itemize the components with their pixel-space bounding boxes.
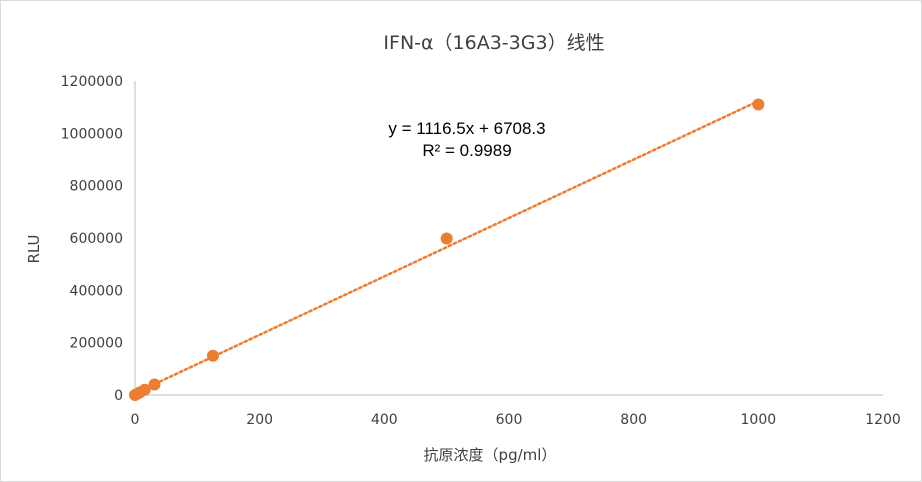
trendline-r-squared: R² = 0.9989 — [422, 141, 511, 160]
x-tick-label: 600 — [496, 412, 523, 428]
trendline-equation: y = 1116.5x + 6708.3 — [388, 119, 545, 138]
y-tick-label: 0 — [114, 388, 123, 404]
x-tick-label: 800 — [620, 412, 647, 428]
data-point — [138, 383, 151, 396]
y-tick-labels: 0 200000 400000 600000 800000 1000000 1200000 — [61, 74, 123, 404]
data-points-layer — [129, 98, 765, 401]
y-axis-title: RLU — [25, 234, 43, 263]
x-tick-label: 400 — [371, 412, 398, 428]
y-tick-label: 1000000 — [61, 126, 123, 142]
x-axis-title: 抗原浓度（pg/ml） — [424, 446, 557, 464]
trendline — [133, 99, 760, 395]
x-tick-label: 0 — [131, 412, 140, 428]
data-point — [206, 349, 219, 362]
chart-title: IFN-α（16A3-3G3）线性 — [383, 32, 604, 54]
data-point — [440, 232, 453, 245]
y-tick-label: 400000 — [70, 283, 123, 299]
x-tick-label: 1000 — [741, 412, 777, 428]
x-tick-labels: 0 200 400 600 800 1000 1200 — [131, 412, 901, 428]
x-tick-label: 1200 — [865, 412, 901, 428]
trendline-layer — [133, 99, 760, 395]
y-tick-label: 600000 — [70, 231, 123, 247]
data-point — [752, 98, 765, 111]
y-tick-label: 1200000 — [61, 74, 123, 90]
y-tick-label: 800000 — [70, 179, 123, 195]
plot-axes — [134, 81, 883, 396]
data-point — [148, 378, 161, 391]
y-tick-label: 200000 — [70, 336, 123, 352]
x-tick-label: 200 — [246, 412, 273, 428]
